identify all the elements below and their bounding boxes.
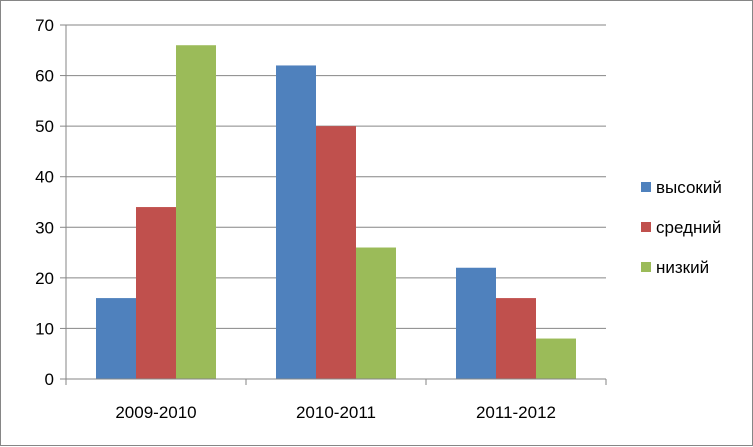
y-tick-label: 60 (35, 67, 54, 86)
x-category-labels: 2009-2010 2010-2011 2011-2012 (115, 403, 556, 422)
bar-низкий-2010-2011 (356, 247, 396, 379)
bar-средний-2011-2012 (496, 298, 536, 379)
x-category-label: 2011-2012 (476, 403, 556, 422)
y-tick-label: 40 (35, 168, 54, 187)
bar-высокий-2010-2011 (276, 65, 316, 379)
bar-средний-2010-2011 (316, 126, 356, 380)
y-tick-label: 10 (35, 319, 54, 338)
legend-label-средний: средний (656, 218, 721, 237)
legend-label-низкий: низкий (656, 258, 709, 277)
legend-swatch-средний (641, 222, 651, 232)
bar-средний-2009-2010 (136, 207, 176, 379)
legend-label-высокий: высокий (656, 178, 722, 197)
y-tick-label: 20 (35, 269, 54, 288)
y-tick-labels: 0 10 20 30 40 50 60 70 (35, 16, 54, 389)
x-category-label: 2009-2010 (115, 403, 196, 422)
y-tick-label: 0 (45, 370, 54, 389)
y-tick-label: 70 (35, 16, 54, 35)
bar-низкий-2009-2010 (176, 45, 216, 379)
legend: высокий средний низкий (641, 178, 722, 277)
legend-swatch-низкий (641, 262, 651, 272)
legend-swatch-высокий (641, 182, 651, 192)
bars (96, 45, 576, 380)
bar-высокий-2011-2012 (456, 267, 496, 379)
axes (60, 24, 607, 385)
bar-низкий-2011-2012 (536, 338, 576, 379)
x-category-label: 2010-2011 (296, 403, 376, 422)
y-tick-label: 30 (35, 218, 54, 237)
bar-высокий-2009-2010 (96, 298, 136, 379)
y-tick-label: 50 (35, 117, 54, 136)
